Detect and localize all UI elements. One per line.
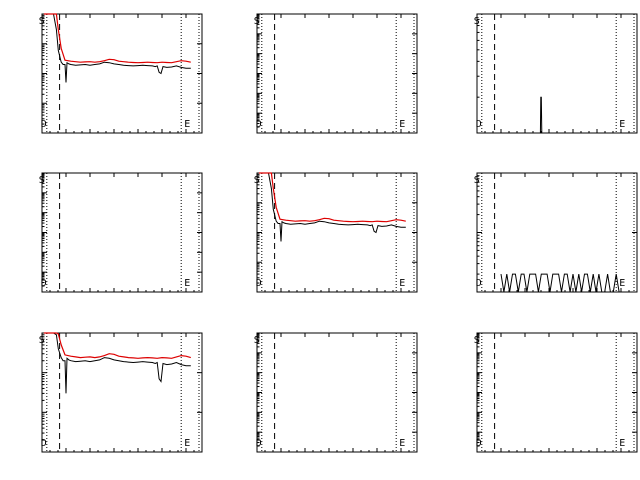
marker-e-label: E <box>619 438 625 449</box>
marker-s-label: S <box>39 175 45 186</box>
detector-panel: S D E <box>39 172 203 293</box>
marker-s-label: S <box>254 16 260 27</box>
events-series-line <box>43 332 191 394</box>
marker-s-label: S <box>474 16 480 27</box>
detector-panel: SDE <box>39 13 203 134</box>
marker-d-label: D <box>41 278 47 289</box>
marker-d-label: D <box>476 119 482 130</box>
detector-panel: S D E <box>254 332 418 453</box>
marker-s-label: S <box>254 175 260 186</box>
plot-frame <box>476 13 638 134</box>
marker-e-label: E <box>399 278 405 289</box>
marker-s-label: S <box>39 335 45 346</box>
detector-panel: S D E <box>474 332 638 453</box>
marker-d-label: D <box>41 438 47 449</box>
marker-e-label: E <box>399 119 405 130</box>
marker-d-label: D <box>256 119 262 130</box>
marker-e-label: E <box>184 119 190 130</box>
marker-e-label: E <box>184 278 190 289</box>
marker-e-label: E <box>399 438 405 449</box>
lld-series-line <box>258 172 406 223</box>
marker-d-label: D <box>476 278 482 289</box>
marker-s-label: S <box>474 175 480 186</box>
detector-panel: SDE <box>254 172 418 293</box>
marker-s-label: S <box>254 335 260 346</box>
events-series-line <box>258 172 406 242</box>
marker-s-label: S <box>474 335 480 346</box>
plot-frame <box>256 332 418 453</box>
events-series-line <box>539 96 543 134</box>
detector-panel: S D E <box>474 172 638 293</box>
marker-s-label: S <box>39 16 45 27</box>
detector-panel: S D E <box>254 13 418 134</box>
events-series-line <box>43 13 191 83</box>
plot-frame <box>256 13 418 134</box>
plot-frame <box>41 172 203 293</box>
marker-d-label: D <box>256 438 262 449</box>
detector-panel: S D E <box>39 332 203 453</box>
marker-e-label: E <box>184 438 190 449</box>
lld-series-line <box>43 332 191 359</box>
lld-series-line <box>43 13 191 64</box>
marker-e-label: E <box>619 278 625 289</box>
events-series-line <box>500 273 620 293</box>
marker-d-label: D <box>476 438 482 449</box>
marker-e-label: E <box>619 119 625 130</box>
detector-panel: S D E <box>474 13 638 134</box>
plot-frame <box>476 332 638 453</box>
